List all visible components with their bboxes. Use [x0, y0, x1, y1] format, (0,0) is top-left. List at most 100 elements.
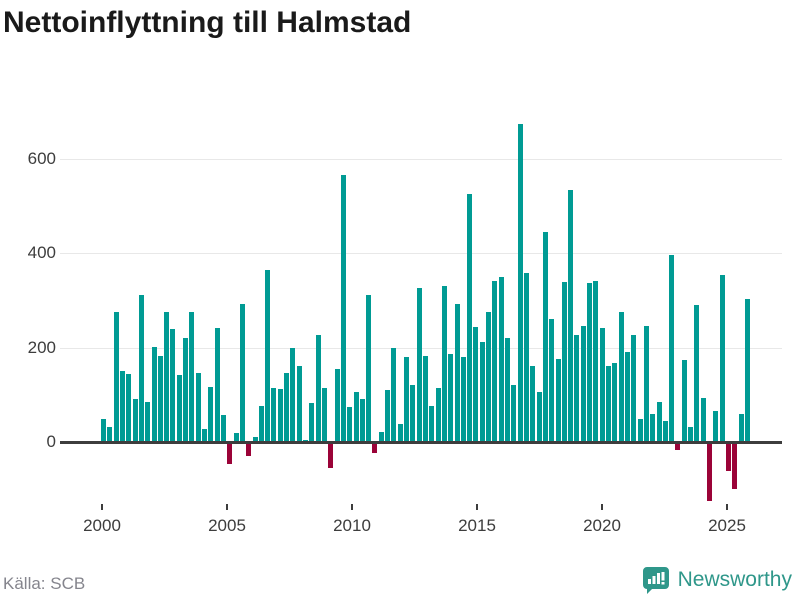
x-axis-label-2015: 2015 [458, 516, 496, 535]
bar-positive [220, 415, 226, 441]
y-axis-label-400: 400 [27, 243, 56, 262]
bar-positive [511, 385, 517, 442]
bar-positive [662, 421, 668, 442]
bar-positive [561, 282, 567, 442]
bar-positive [126, 373, 132, 441]
bar-positive [549, 319, 555, 442]
bar-positive [385, 390, 391, 442]
x-axis-label-2010: 2010 [333, 516, 371, 535]
bar-positive [391, 347, 397, 441]
x-tick-2010 [351, 504, 353, 510]
x-axis-label-2025: 2025 [708, 516, 746, 535]
bar-positive [643, 325, 649, 441]
bar-positive [713, 410, 719, 441]
newsworthy-bar-chart-bubble-icon [642, 566, 670, 594]
bar-positive [738, 413, 744, 441]
bar-negative [675, 444, 681, 450]
bar-positive [618, 311, 624, 441]
bar-positive [593, 280, 599, 441]
bar-negative [732, 444, 738, 489]
gridline-400 [60, 253, 782, 254]
bar-positive [441, 286, 447, 442]
bar-positive [252, 437, 258, 442]
bar-negative [328, 444, 334, 468]
bar-positive [498, 276, 504, 441]
bar-positive [536, 391, 542, 441]
bar-positive [587, 283, 593, 442]
bar-positive [410, 384, 416, 441]
bar-positive [530, 365, 536, 441]
bar-positive [700, 398, 706, 441]
x-axis-label-2000: 2000 [83, 516, 121, 535]
newsworthy-logo-text: Newsworthy [677, 568, 792, 591]
bar-positive [303, 440, 309, 442]
bar-positive [202, 428, 207, 441]
bar-positive [271, 387, 277, 441]
gridline-600 [60, 158, 782, 160]
bar-positive [467, 194, 473, 442]
x-tick-2025 [726, 504, 728, 510]
bar-positive [277, 388, 283, 441]
bar-positive [189, 312, 195, 442]
bar-positive [366, 295, 372, 442]
bar-positive [606, 365, 612, 441]
bar-positive [517, 124, 523, 442]
bar-positive [315, 334, 321, 441]
bar-positive [404, 357, 410, 442]
bar-positive [258, 406, 264, 442]
bar-positive [656, 401, 662, 441]
newsworthy-logo: Newsworthy [642, 566, 792, 594]
bar-positive [347, 407, 353, 442]
bar-positive [744, 299, 750, 442]
bar-positive [681, 360, 687, 442]
bar-positive [113, 312, 119, 442]
bar-positive [107, 426, 113, 441]
bar-positive [429, 406, 435, 442]
bar-negative [372, 444, 378, 453]
bar-positive [523, 273, 529, 442]
bar-positive [164, 312, 170, 442]
x-tick-2020 [601, 504, 603, 510]
bar-positive [397, 424, 403, 442]
y-axis-label-200: 200 [27, 337, 56, 357]
bar-positive [290, 347, 296, 441]
bar-positive [214, 327, 220, 441]
bar-positive [448, 353, 454, 441]
bar-positive [309, 402, 315, 441]
bar-positive [119, 370, 125, 441]
y-axis-label-600: 600 [27, 148, 56, 168]
bar-positive [473, 326, 479, 441]
bar-positive [719, 275, 725, 442]
bar-positive [353, 392, 359, 442]
bar-positive [138, 294, 144, 441]
x-tick-2000 [101, 504, 103, 510]
bar-negative [725, 444, 731, 471]
bar-positive [694, 304, 700, 441]
bar-positive [101, 418, 106, 441]
bar-positive [334, 369, 340, 442]
bar-positive [183, 337, 189, 441]
bar-positive [688, 426, 694, 441]
bar-positive [195, 373, 201, 442]
bar-positive [669, 254, 675, 441]
bar-positive [378, 432, 384, 442]
y-axis-label-0: 0 [46, 432, 56, 451]
bar-positive [435, 387, 441, 441]
bar-positive [637, 418, 643, 441]
bar-negative [227, 444, 233, 464]
bar-positive [170, 329, 176, 442]
bar-positive [612, 363, 618, 442]
bar-positive [486, 311, 492, 441]
bar-negative [246, 444, 252, 456]
bar-positive [233, 433, 239, 442]
chart-title: Nettoinflyttning till Halmstad [3, 6, 412, 39]
bar-positive [492, 281, 498, 442]
bar-positive [555, 359, 561, 442]
bar-positive [208, 386, 214, 441]
bar-positive [505, 337, 511, 441]
bar-positive [574, 335, 580, 442]
bar-positive [151, 346, 157, 441]
bar-positive [176, 375, 182, 442]
bar-positive [479, 342, 485, 442]
